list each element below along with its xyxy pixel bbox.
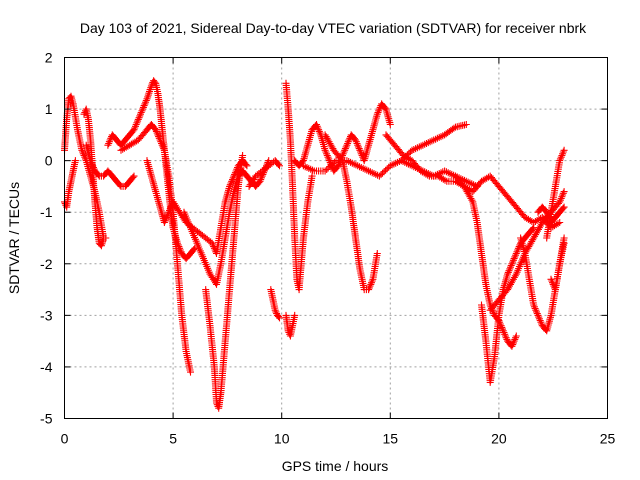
x-tick-label: 15 bbox=[383, 431, 399, 447]
grid bbox=[64, 57, 608, 419]
data-point-markers bbox=[282, 311, 299, 340]
x-tick-label: 20 bbox=[491, 431, 507, 447]
x-axis-label: GPS time / hours bbox=[282, 458, 389, 474]
data-marks bbox=[61, 77, 568, 412]
y-tick-labels: -5 -4 -3 -2 -1 0 1 2 bbox=[40, 50, 53, 427]
x-tick-label: 5 bbox=[169, 431, 177, 447]
y-tick-label: -1 bbox=[40, 204, 53, 220]
y-tick-label: -5 bbox=[40, 411, 53, 427]
data-point-markers bbox=[202, 152, 247, 412]
axis-ticks bbox=[64, 57, 608, 419]
series-track-12 bbox=[267, 286, 283, 322]
y-tick-label: -4 bbox=[40, 359, 53, 375]
y-tick-label: 2 bbox=[45, 50, 53, 66]
data-point-markers bbox=[82, 141, 138, 190]
series-track-16 bbox=[321, 131, 381, 294]
data-point-markers bbox=[61, 157, 79, 211]
x-tick-label: 25 bbox=[600, 431, 616, 447]
series-track-7 bbox=[143, 157, 177, 226]
chart-title: Day 103 of 2021, Sidereal Day-to-day VTE… bbox=[80, 20, 587, 36]
series-track-13 bbox=[282, 79, 316, 294]
series-track-4 bbox=[82, 141, 138, 190]
series-track-14 bbox=[282, 311, 299, 340]
data-point-markers bbox=[143, 157, 177, 226]
data-point-markers bbox=[282, 79, 316, 294]
series-track-26 bbox=[547, 239, 568, 294]
data-point-markers bbox=[543, 146, 568, 242]
series-track-5 bbox=[104, 77, 199, 263]
data-point-markers bbox=[547, 239, 568, 294]
series-track-2 bbox=[61, 157, 79, 211]
series-track-25 bbox=[543, 146, 568, 242]
data-point-markers bbox=[478, 224, 538, 386]
data-point-markers bbox=[321, 131, 381, 294]
y-tick-label: 0 bbox=[45, 153, 53, 169]
y-tick-label: -3 bbox=[40, 307, 53, 323]
series-track-21 bbox=[478, 224, 538, 386]
y-tick-label: -2 bbox=[40, 256, 53, 272]
data-point-markers bbox=[104, 77, 199, 263]
data-point-markers bbox=[397, 121, 470, 165]
y-axis-label: SDTVAR / TECUs bbox=[6, 182, 22, 294]
series-track-10 bbox=[202, 152, 247, 412]
series-track-19 bbox=[397, 121, 470, 165]
data-point-markers bbox=[267, 286, 283, 322]
y-tick-label: 1 bbox=[45, 101, 53, 117]
x-tick-label: 0 bbox=[61, 431, 69, 447]
data-point-markers bbox=[245, 157, 283, 190]
series-track-11 bbox=[245, 157, 283, 190]
plot-frame bbox=[64, 57, 608, 419]
x-tick-label: 10 bbox=[274, 431, 290, 447]
x-tick-labels: 0 5 10 15 20 25 bbox=[61, 431, 616, 447]
